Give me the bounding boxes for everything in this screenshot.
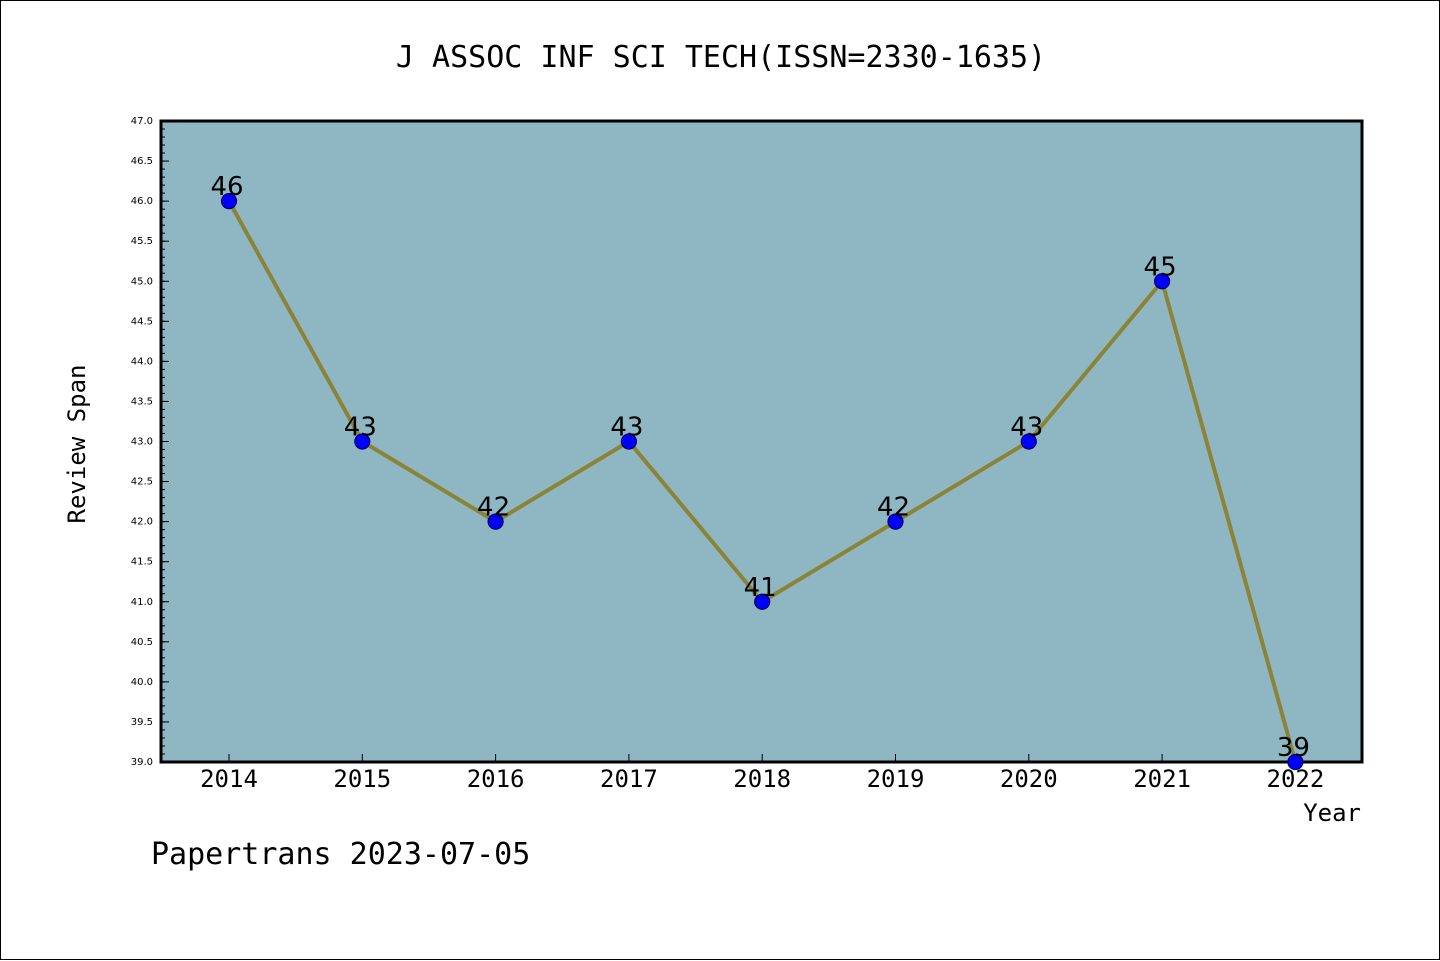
y-tick-label: 42.5: [131, 477, 153, 488]
x-axis-label: Year: [1303, 799, 1361, 827]
data-label: 39: [1277, 733, 1310, 763]
y-axis: 39.0 39.5 40.0 40.5 41.0 41.5 42.0 42.5 43.0 43.5…: [131, 116, 169, 768]
x-tick-label: 2014: [200, 765, 258, 793]
data-label: 43: [610, 413, 643, 443]
footer-credit: Papertrans 2023-07-05: [151, 837, 530, 872]
y-tick-label: 46.5: [131, 156, 153, 167]
x-tick-label: 2017: [600, 765, 658, 793]
data-point: [887, 513, 904, 530]
data-point: [1153, 273, 1171, 290]
y-tick-label: 46.0: [131, 196, 153, 207]
y-tick-label: 39.5: [131, 717, 153, 728]
data-point: [1020, 433, 1037, 450]
y-tick-label: 44.5: [131, 316, 153, 327]
x-tick-label: 2015: [333, 765, 391, 793]
y-tick-label: 40.5: [131, 637, 153, 648]
y-tick-label: 41.0: [131, 597, 153, 608]
data-point: [754, 593, 771, 610]
data-point: [1287, 753, 1304, 771]
data-label: 42: [477, 493, 510, 523]
data-label: 41: [744, 573, 777, 603]
chart-title: J ASSOC INF SCI TECH(ISSN=2330-1635): [396, 40, 1046, 75]
y-tick-label: 43.0: [131, 437, 153, 448]
x-tick-label: 2019: [867, 765, 925, 793]
data-label: 45: [1144, 252, 1177, 282]
data-point: [620, 433, 638, 450]
data-label: 46: [210, 172, 243, 202]
data-label: 42: [877, 493, 910, 523]
x-tick-label: 2021: [1133, 765, 1191, 793]
x-tick-label: 2018: [733, 765, 791, 793]
y-tick-label: 44.0: [131, 356, 153, 367]
y-tick-label: 42.0: [131, 517, 153, 528]
y-tick-label: 43.5: [131, 396, 153, 407]
data-label: 43: [344, 413, 377, 443]
y-tick-label: 45.5: [131, 236, 153, 247]
plot-area: [159, 119, 1364, 764]
y-tick-label: 45.0: [131, 276, 153, 287]
data-label: 43: [1010, 413, 1043, 443]
y-tick-label: 40.0: [131, 677, 153, 688]
y-tick-label: 39.0: [131, 757, 153, 768]
series-layer: 46 43 42 43 41 42 43 45 39: [210, 172, 1310, 771]
data-point: [487, 513, 504, 530]
data-point: [220, 193, 238, 210]
y-axis-label: Review Span: [63, 365, 91, 524]
data-point: [354, 433, 371, 450]
y-tick-label: 47.0: [131, 116, 153, 127]
x-tick-label: 2016: [467, 765, 525, 793]
x-tick-label: 2020: [1000, 765, 1058, 793]
y-tick-label: 41.5: [131, 557, 153, 568]
